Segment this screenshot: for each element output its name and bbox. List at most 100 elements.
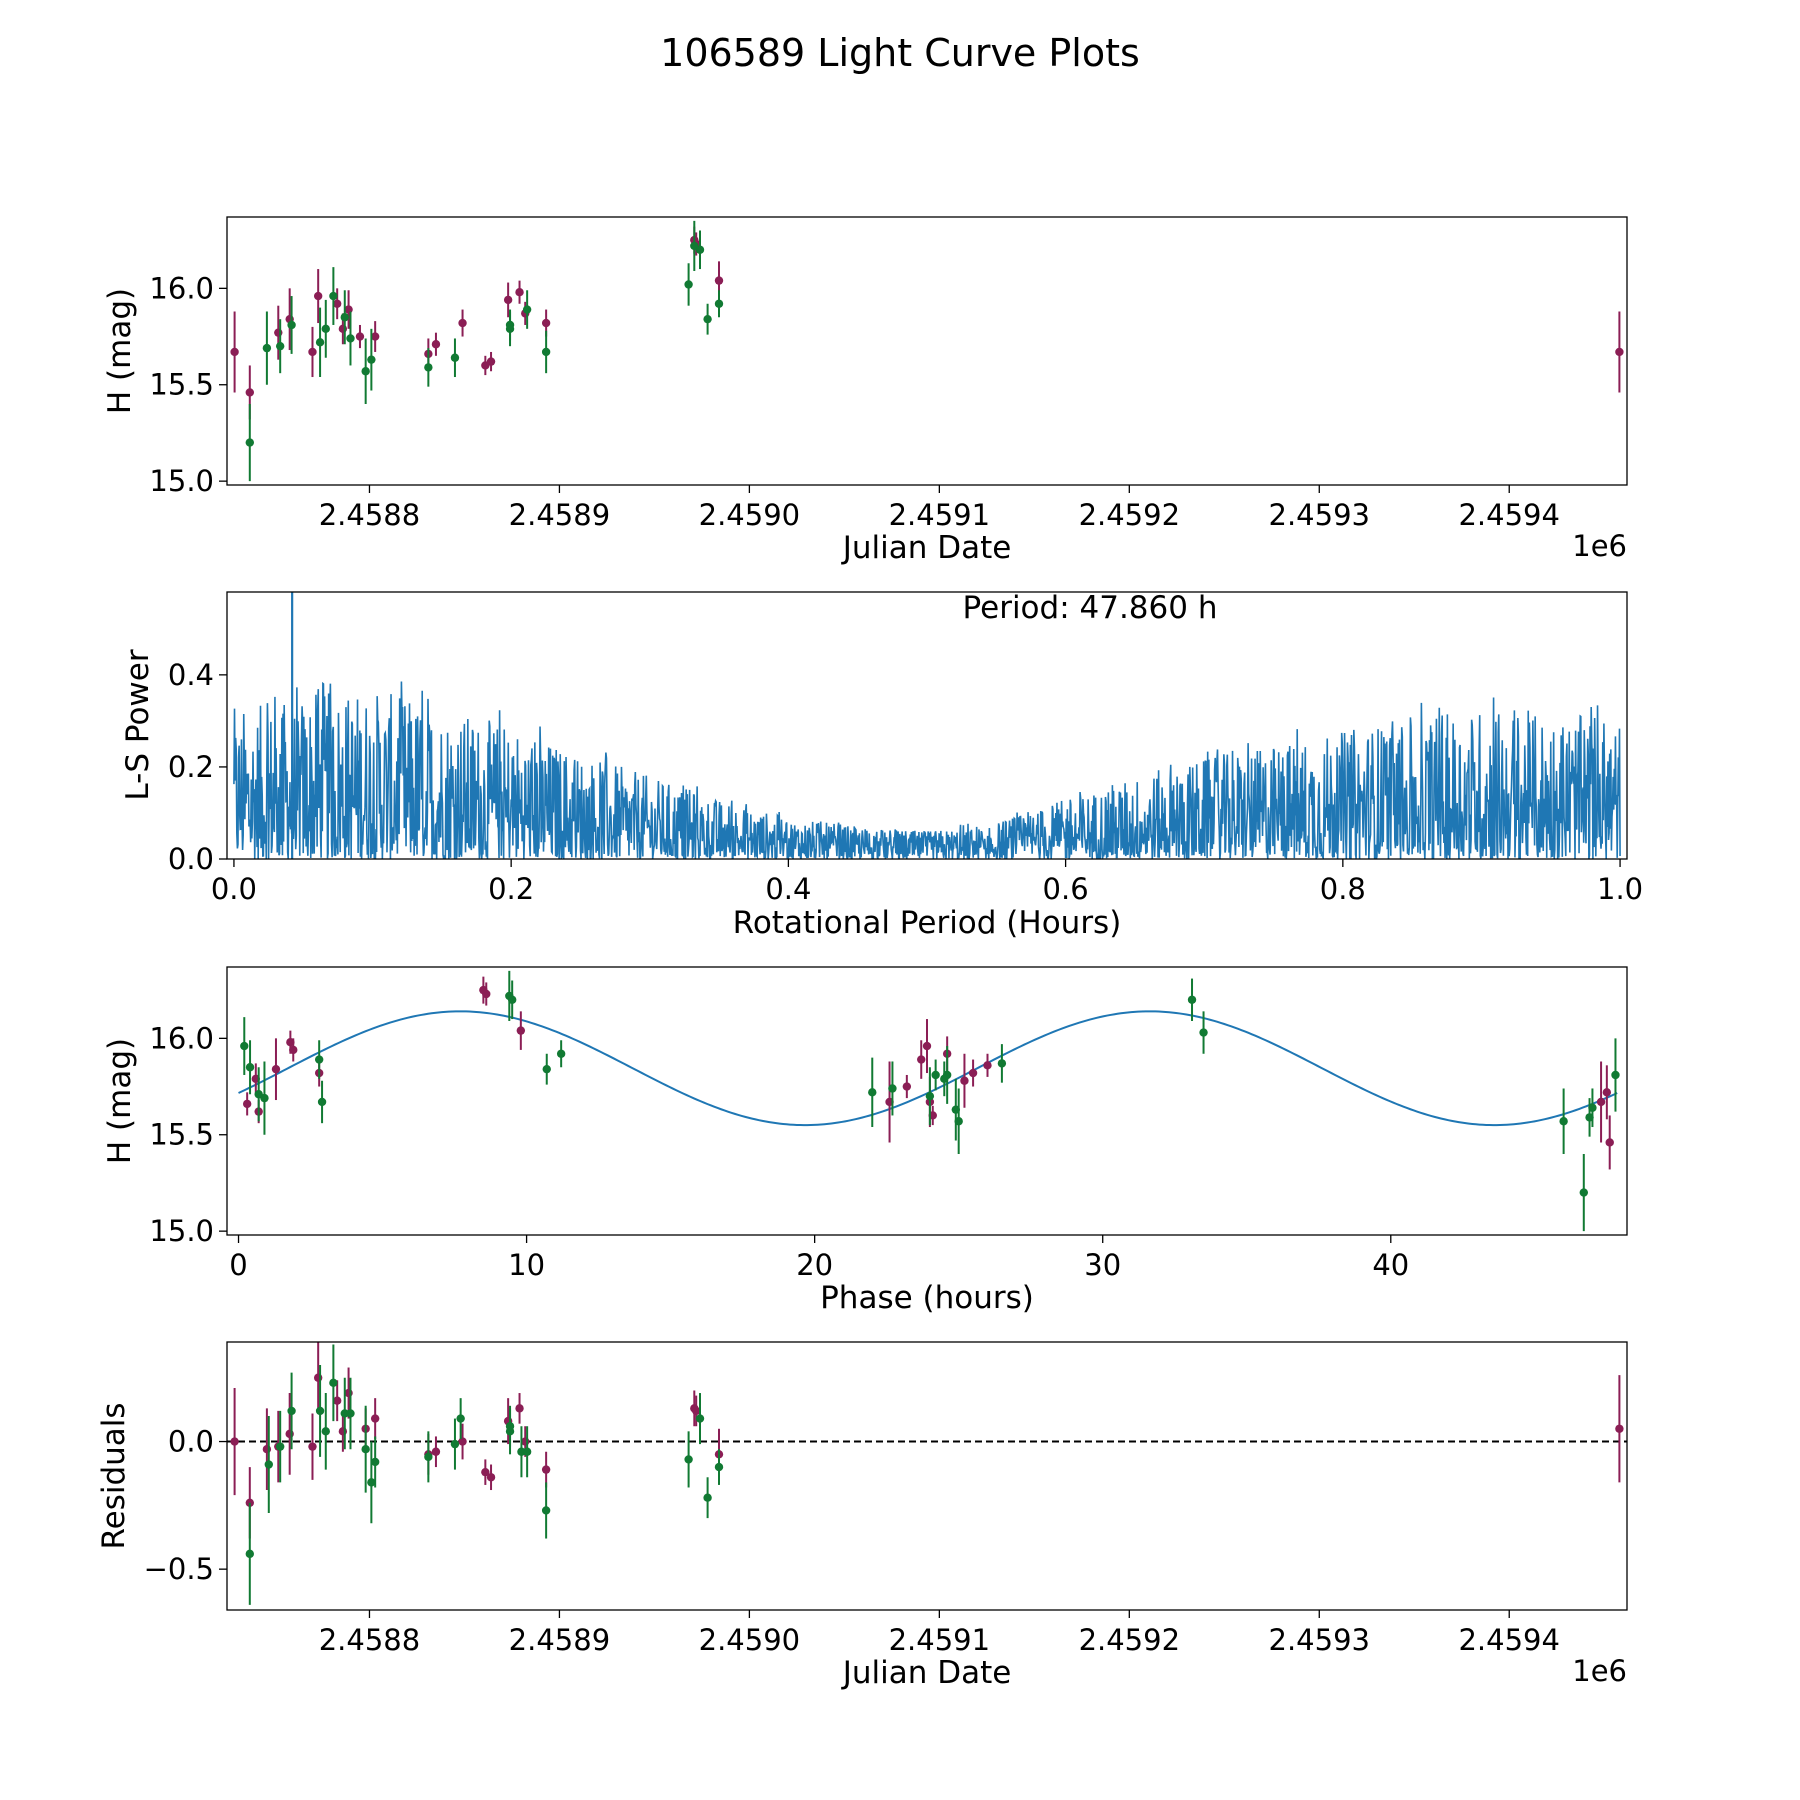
light-curve-data-point <box>703 314 712 324</box>
periodogram-xtick-label: 0.0 <box>211 872 257 906</box>
periodogram-power-line <box>233 681 1621 859</box>
light-curve-data-point <box>321 324 330 334</box>
residuals-data-point <box>315 1406 325 1416</box>
periodogram-xtick-label: 0.8 <box>1320 872 1366 906</box>
phase-fold-xtick-label: 0 <box>229 1248 247 1282</box>
light-curve-data-point <box>370 332 380 341</box>
residuals-data-point <box>262 1445 272 1454</box>
residuals-axes: 2.4588 2.4589 2.4590 2.4591 2.4592 2.4593 2.45… <box>144 1425 1560 1657</box>
light-curve-data-point <box>245 388 254 397</box>
phase-fold-data-point <box>954 1117 963 1126</box>
residuals-data-point <box>424 1452 433 1462</box>
phase-fold-data-point <box>1602 1088 1612 1097</box>
phase-fold-data-point <box>888 1084 897 1093</box>
residuals-data-point <box>456 1414 465 1423</box>
residuals-data-point <box>481 1467 490 1477</box>
residuals-data-point <box>275 1442 285 1451</box>
residuals-data-point <box>346 1409 355 1418</box>
residuals-xtick-label: 2.4591 <box>889 1623 990 1657</box>
phase-fold-data-point <box>902 1082 912 1091</box>
phase-fold-data-point <box>968 1068 978 1078</box>
light-curve-data-point <box>332 299 342 308</box>
residuals-data-point <box>367 1478 376 1487</box>
residuals-data-point <box>684 1455 693 1464</box>
light-curve-data-point <box>346 334 355 343</box>
phase-fold-xtick-label: 10 <box>508 1248 545 1282</box>
light-curve-xlabel: Julian Date <box>841 530 1012 566</box>
phase-fold-data-point <box>516 1026 526 1035</box>
phase-fold-data-point <box>240 1041 249 1051</box>
phase-fold-axes: 0 10 20 30 40 15.0 15.5 16.0 <box>149 1021 1409 1282</box>
phase-fold-data-point <box>507 995 517 1004</box>
residuals-data-point <box>313 1373 323 1382</box>
light-curve-data-point <box>340 313 349 322</box>
light-curve-data-point <box>505 320 515 330</box>
periodogram-xtick-label: 0.2 <box>488 872 534 906</box>
residuals-data-point <box>245 1549 254 1559</box>
light-curve-data-point <box>684 280 693 289</box>
phase-fold-ytick-label: 15.0 <box>149 1214 214 1248</box>
phase-fold-data-point <box>922 1041 932 1051</box>
light-curve-ylabel: H (mag) <box>102 288 138 414</box>
phase-fold-data-point <box>1559 1117 1568 1126</box>
light-curve-ytick-label: 15.5 <box>149 368 214 402</box>
light-curve-data-point <box>515 287 524 297</box>
residuals-xtick-label: 2.4589 <box>509 1623 610 1657</box>
residuals-data-point <box>370 1457 380 1467</box>
light-curve-data-point <box>503 295 513 305</box>
residuals-data-point <box>370 1414 380 1423</box>
periodogram-data <box>233 592 1621 859</box>
phase-fold-data-point <box>242 1099 252 1109</box>
periodogram-axes: 0.0 0.2 0.4 0.6 0.8 1.0 0.0 0.2 0.4 <box>168 658 1643 906</box>
residuals-xtick-label: 2.4590 <box>699 1623 800 1657</box>
phase-fold-ylabel: H (mag) <box>102 1038 138 1164</box>
light-curve-data-point <box>424 363 433 372</box>
phase-fold-data-point <box>1187 995 1197 1004</box>
phase-fold-data-point <box>1199 1028 1208 1037</box>
phase-fold-data-point <box>542 1064 551 1074</box>
light-curve-xtick-label: 2.4591 <box>889 498 990 532</box>
residuals-data-point <box>264 1460 273 1469</box>
phase-fold-data-point <box>868 1088 877 1097</box>
light-curve-data-point <box>458 318 467 328</box>
residuals-xtick-label: 2.4592 <box>1079 1623 1180 1657</box>
residuals-frame <box>226 1341 1628 1611</box>
light-curve-data-point <box>262 343 272 353</box>
residuals-ylabel: Residuals <box>96 1402 132 1549</box>
light-curve-xtick-label: 2.4590 <box>699 498 800 532</box>
phase-fold-data-point <box>556 1049 566 1058</box>
light-curve-frame <box>226 216 1628 486</box>
periodogram-frame <box>226 591 1628 860</box>
light-curve-xtick-label: 2.4588 <box>319 498 420 532</box>
residuals-data-point <box>431 1447 441 1456</box>
periodogram-xtick-label: 1.0 <box>1597 872 1643 906</box>
light-curve-data-point <box>230 347 239 357</box>
light-curve-data-point <box>275 341 285 351</box>
residuals-data-point <box>515 1404 524 1413</box>
residuals-offset-label: 1e6 <box>1572 1654 1627 1688</box>
light-curve-data-point <box>315 338 325 347</box>
phase-fold-data-point <box>1605 1138 1614 1147</box>
residuals-data-point <box>486 1473 496 1482</box>
light-curve-data-point <box>367 355 376 364</box>
phase-fold-data <box>238 970 1620 1232</box>
residuals-xtick-label: 2.4593 <box>1269 1623 1370 1657</box>
phase-fold-xtick-label: 30 <box>1084 1248 1121 1282</box>
light-curve-data-point <box>450 353 460 362</box>
phase-fold-data-point <box>997 1059 1007 1068</box>
light-curve-data-point <box>361 367 370 376</box>
residuals-data-point <box>505 1422 515 1431</box>
phase-fold-ytick-label: 16.0 <box>149 1021 214 1055</box>
phase-fold-data-point <box>983 1061 992 1070</box>
residuals-data-point <box>287 1406 296 1416</box>
phase-fold-frame <box>226 966 1628 1236</box>
residuals-data-point <box>695 1414 705 1423</box>
residuals-data-point <box>450 1439 460 1449</box>
phase-fold-data-point <box>1579 1188 1588 1197</box>
phase-fold-data-point <box>314 1055 324 1064</box>
phase-fold-data-point <box>1611 1070 1620 1080</box>
light-curve-xtick-label: 2.4593 <box>1269 498 1370 532</box>
periodogram-xtick-label: 0.6 <box>1043 872 1089 906</box>
residuals-data-point <box>541 1465 551 1474</box>
